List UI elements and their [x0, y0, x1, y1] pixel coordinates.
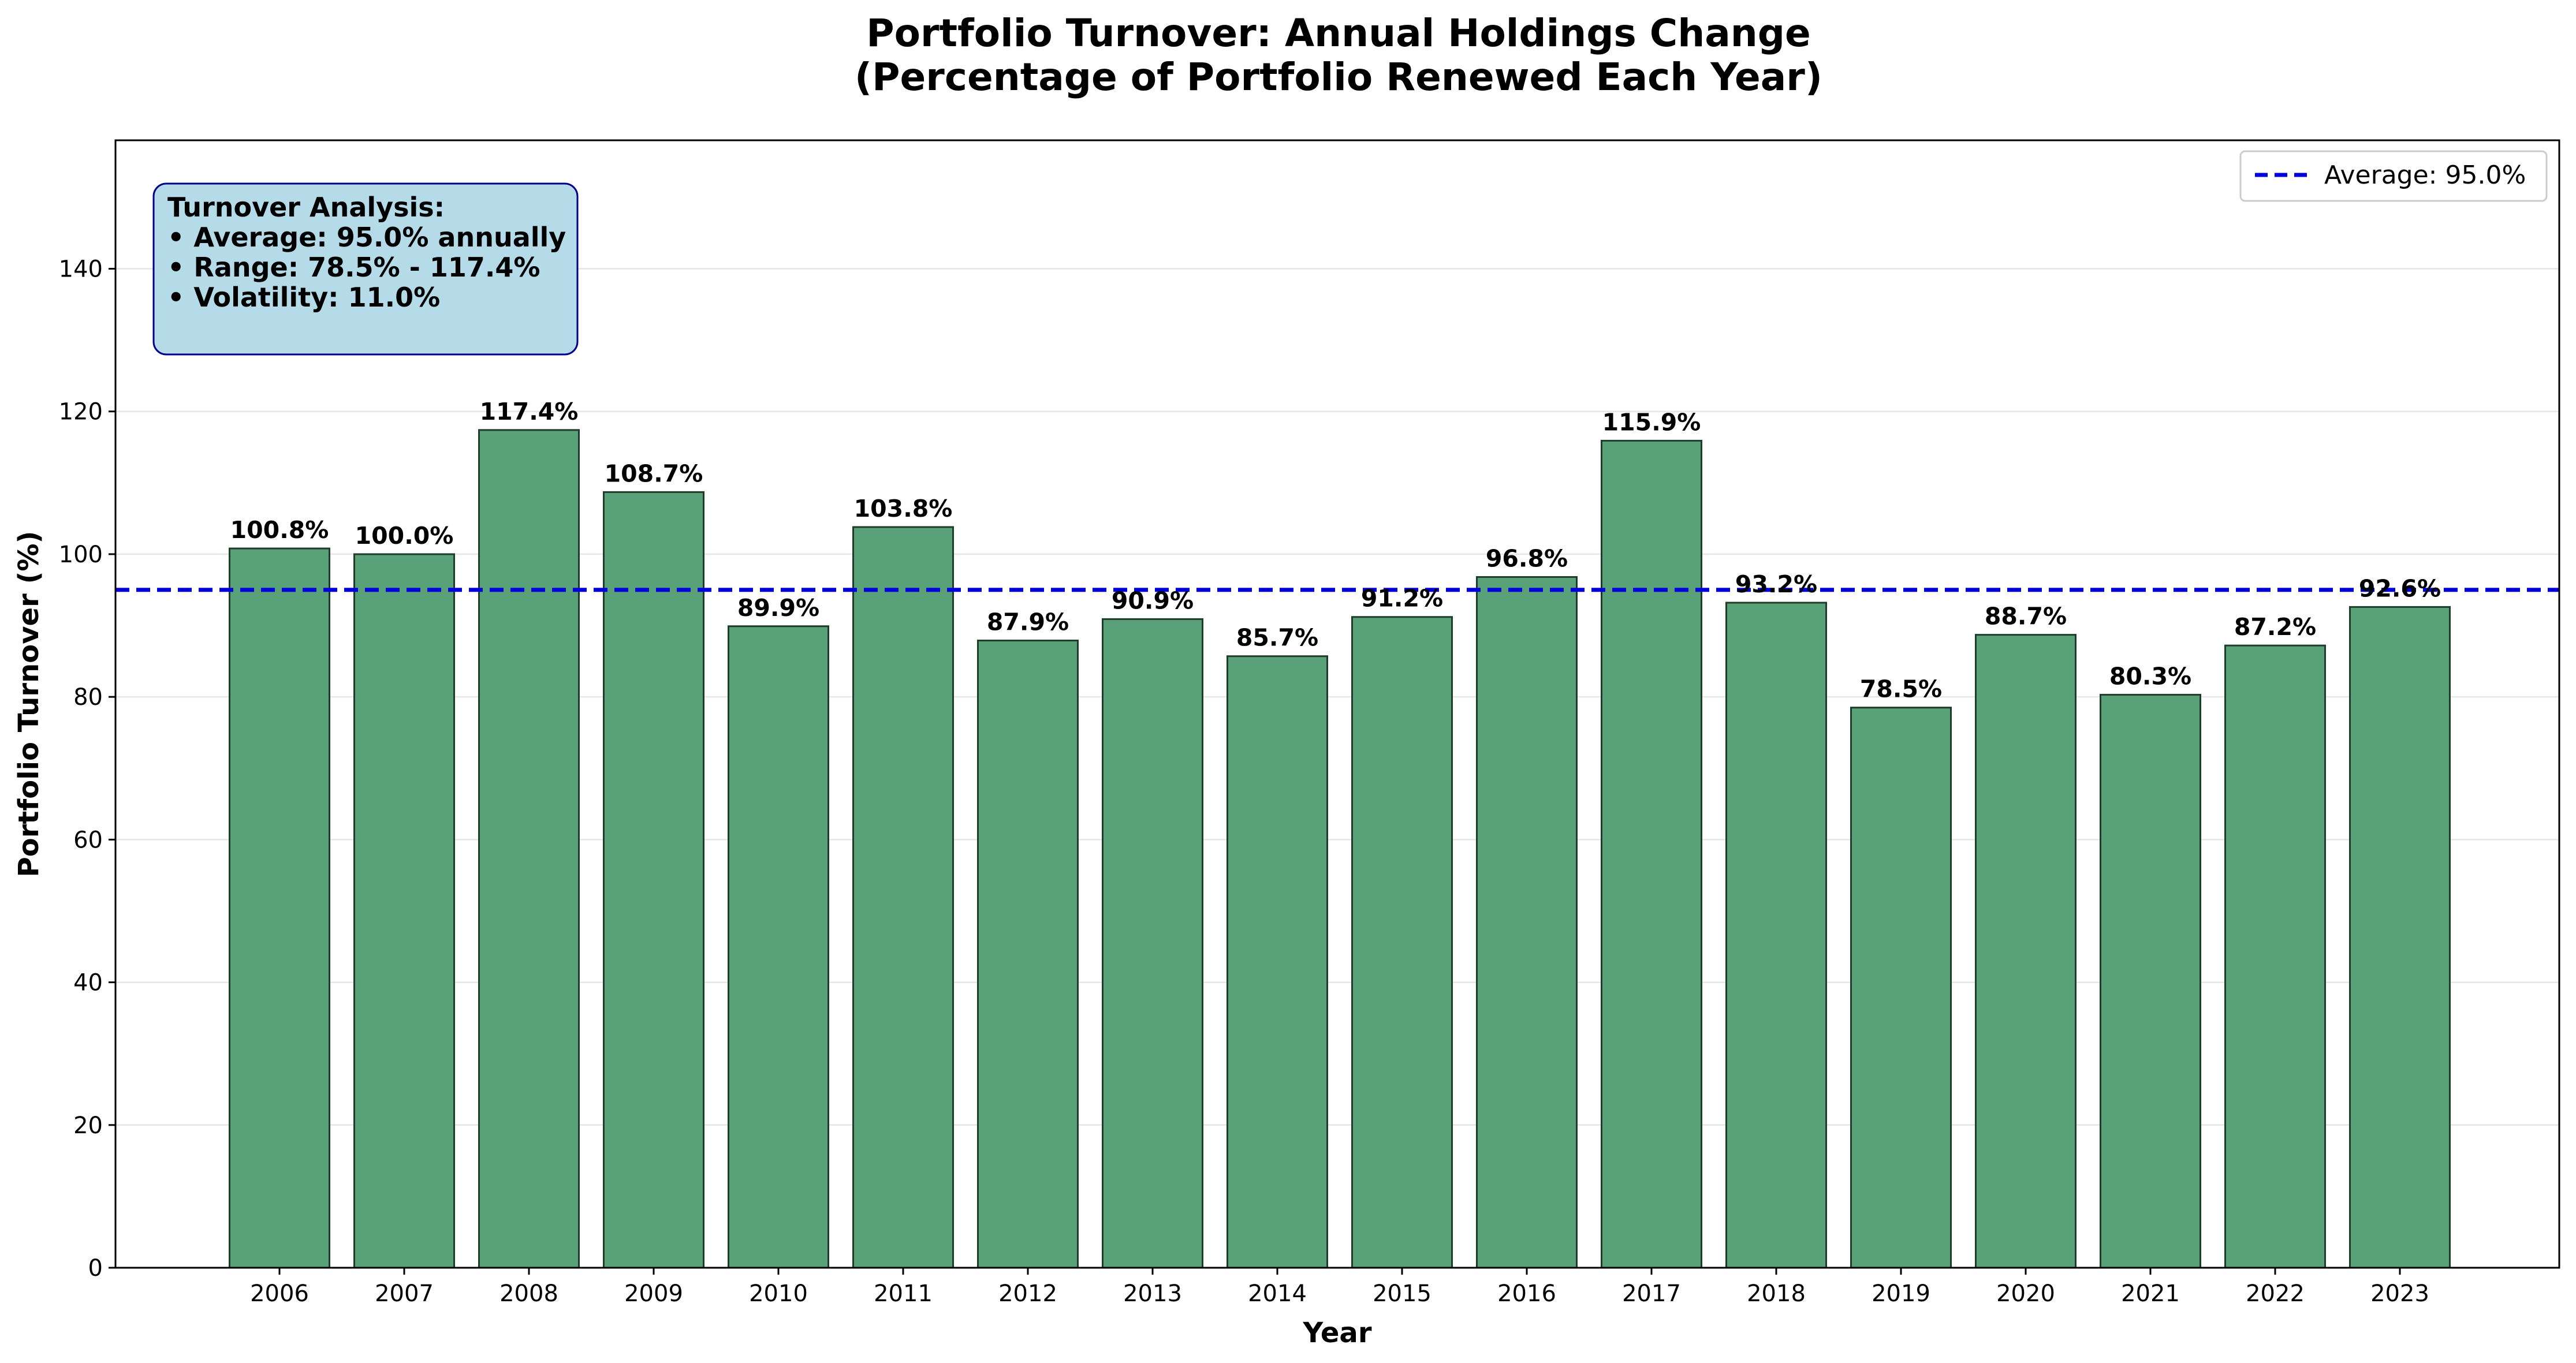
bar-2008 — [478, 429, 580, 1269]
annotation-range: • Range: 78.5% - 117.4% — [167, 252, 540, 283]
bar-label-2012: 87.9% — [987, 608, 1069, 636]
y-tick-label-40: 40 — [73, 970, 103, 996]
x-tick-label-2018: 2018 — [1747, 1280, 1806, 1307]
chart-title: Portfolio Turnover: Annual Holdings Chan… — [855, 11, 1822, 99]
x-tick-label-2022: 2022 — [2246, 1280, 2305, 1307]
bar-2022 — [2224, 644, 2326, 1269]
x-tick-label-2021: 2021 — [2121, 1280, 2180, 1307]
x-tick-label-2017: 2017 — [1622, 1280, 1681, 1307]
bar-label-2023: 92.6% — [2359, 574, 2441, 602]
bar-label-2019: 78.5% — [1860, 675, 1942, 703]
chart-title-line-1: Portfolio Turnover: Annual Holdings Chan… — [866, 11, 1810, 55]
bar-2018 — [1725, 602, 1827, 1269]
legend-box — [2239, 150, 2548, 202]
bar-2020 — [1975, 634, 2077, 1269]
bar-2013 — [1102, 618, 1203, 1269]
x-axis-label: Year — [1303, 1317, 1372, 1349]
bar-label-2014: 85.7% — [1236, 624, 1318, 652]
bar-2009 — [603, 491, 704, 1269]
x-tick-label-2010: 2010 — [749, 1280, 808, 1307]
y-axis: 0 20 40 60 80 100 120 140 — [59, 256, 115, 1282]
bar-label-2013: 90.9% — [1112, 587, 1194, 614]
bar-label-2010: 89.9% — [737, 594, 819, 622]
bar-2010 — [728, 625, 829, 1269]
bar-label-2011: 103.8% — [854, 495, 953, 522]
bar-label-2020: 88.7% — [1985, 603, 2067, 630]
bar-label-2022: 87.2% — [2234, 613, 2316, 641]
annotation-background — [152, 182, 579, 356]
bar-2021 — [2100, 693, 2201, 1269]
x-tick-label-2009: 2009 — [624, 1280, 683, 1307]
bar-2023 — [2349, 606, 2451, 1269]
bar-2012 — [977, 639, 1079, 1269]
y-tick-label-20: 20 — [73, 1112, 103, 1139]
bar-label-2016: 96.8% — [1486, 544, 1568, 572]
bar-label-2021: 80.3% — [2109, 662, 2191, 690]
bar-label-2009: 108.7% — [605, 460, 703, 487]
x-tick-label-2007: 2007 — [375, 1280, 434, 1307]
bar-label-2006: 100.8% — [230, 516, 329, 544]
bar-2006 — [229, 547, 330, 1269]
legend: Average: 95.0% — [2239, 150, 2548, 202]
x-tick-label-2011: 2011 — [874, 1280, 933, 1307]
y-tick-label-140: 140 — [59, 256, 103, 282]
bar-label-2018: 93.2% — [1735, 570, 1817, 598]
bar-label-2017: 115.9% — [1602, 408, 1701, 436]
y-tick-label-60: 60 — [73, 827, 103, 853]
bar-2015 — [1351, 616, 1453, 1269]
bar-label-2008: 117.4% — [480, 398, 579, 425]
bar-2014 — [1227, 655, 1328, 1269]
x-tick-label-2019: 2019 — [1872, 1280, 1930, 1307]
y-axis-label: Portfolio Turnover (%) — [13, 531, 45, 877]
y-tick-label-100: 100 — [59, 542, 103, 568]
x-tick-label-2014: 2014 — [1248, 1280, 1307, 1307]
y-tick-label-120: 120 — [59, 399, 103, 425]
x-tick-label-2023: 2023 — [2370, 1280, 2429, 1307]
annotation-average: • Average: 95.0% annually — [167, 222, 566, 253]
x-tick-label-2020: 2020 — [1996, 1280, 2055, 1307]
x-tick-label-2016: 2016 — [1497, 1280, 1556, 1307]
bar-label-2015: 91.2% — [1361, 585, 1443, 613]
bar-2011 — [852, 526, 954, 1269]
bar-value-labels: 100.8% 100.0% 117.4% 108.7% 89.9% 103.8% 87.9%… — [230, 398, 2441, 703]
x-tick-label-2012: 2012 — [998, 1280, 1057, 1307]
x-tick-label-2006: 2006 — [250, 1280, 309, 1307]
bar-2016 — [1476, 576, 1578, 1269]
bar-2019 — [1850, 707, 1952, 1269]
bar-2007 — [353, 553, 455, 1269]
x-tick-label-2008: 2008 — [499, 1280, 558, 1307]
legend-average-label: Average: 95.0% — [2324, 160, 2526, 190]
annotation-volatility: • Volatility: 11.0% — [167, 282, 440, 313]
plot-frame — [114, 139, 2560, 1269]
chart-title-line-2: (Percentage of Portfolio Renewed Each Ye… — [855, 55, 1822, 99]
bar-label-2007: 100.0% — [355, 522, 454, 550]
y-tick-label-80: 80 — [73, 684, 103, 711]
annotation-heading: Turnover Analysis: — [167, 192, 445, 223]
bars — [229, 429, 2451, 1269]
y-tick-label-0: 0 — [88, 1255, 103, 1282]
bar-2017 — [1601, 439, 1702, 1269]
x-tick-label-2015: 2015 — [1373, 1280, 1431, 1307]
x-axis: 2006 2007 2008 2009 2010 2011 2012 2013 2014 2015… — [250, 1268, 2429, 1307]
x-tick-label-2013: 2013 — [1123, 1280, 1182, 1307]
turnover-analysis-box: Turnover Analysis: • Average: 95.0% annu… — [152, 182, 579, 356]
